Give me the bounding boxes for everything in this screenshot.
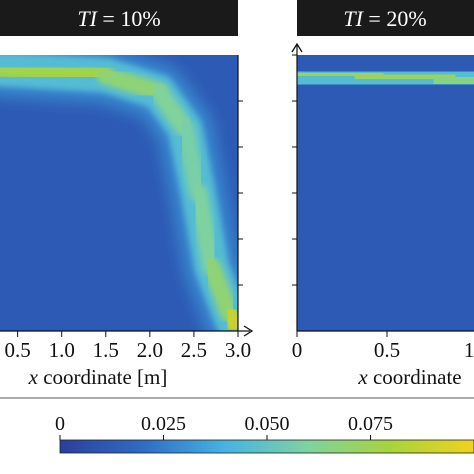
panel-title-right: TI = 20%: [343, 6, 426, 31]
x-tick-label: 3.0: [225, 338, 251, 362]
jet-band-right: [297, 55, 474, 139]
axes-left: 0.5 1.0 1.5 2.0 2.5 3.0: [0, 55, 254, 362]
x-tick-label: 0.5: [374, 338, 400, 362]
x-axis-arrow: [243, 325, 254, 337]
x-axis-label-right: x coordinate: [357, 365, 461, 389]
y-axis-arrow: [291, 42, 303, 53]
x-tick-label: 0.5: [5, 338, 31, 362]
jet-core-segment: [96, 66, 168, 101]
colorbar-tick-label: 0: [55, 413, 65, 435]
x-tick-label: 1.5: [93, 338, 119, 362]
colorbar-tick-label: 0.025: [141, 413, 186, 435]
x-axis-label-left: x coordinate [m]: [28, 365, 168, 389]
title-bar-left: [0, 0, 238, 36]
x-tick-label: 1.0: [464, 338, 474, 362]
jet-core-segment: [175, 119, 208, 203]
heatmap-left: [0, 55, 238, 331]
x-tick-label: 2.0: [137, 338, 163, 362]
jet-core-segment: [189, 183, 221, 276]
colorbar: [59, 439, 474, 454]
heatmap-right: [297, 55, 474, 331]
x-tick-label: 2.5: [181, 338, 207, 362]
title-bar-right: [297, 0, 474, 36]
colorbar-tick-label: 0.050: [245, 413, 290, 435]
x-tick-label: 1.0: [49, 338, 75, 362]
jet-core-segment: [0, 59, 115, 85]
jet-core-segment: [422, 59, 474, 102]
panel-title-left: TI = 10%: [77, 6, 160, 31]
jet-band-left: [0, 55, 238, 331]
jet-core-segment: [220, 303, 238, 331]
x-tick-label: 0: [292, 338, 303, 362]
axes-right: 00.51.01.52: [291, 42, 474, 362]
colorbar-ticks: 0 0.025 0.050 0.075: [55, 413, 393, 440]
colorbar-tick-label: 0.075: [348, 413, 393, 435]
